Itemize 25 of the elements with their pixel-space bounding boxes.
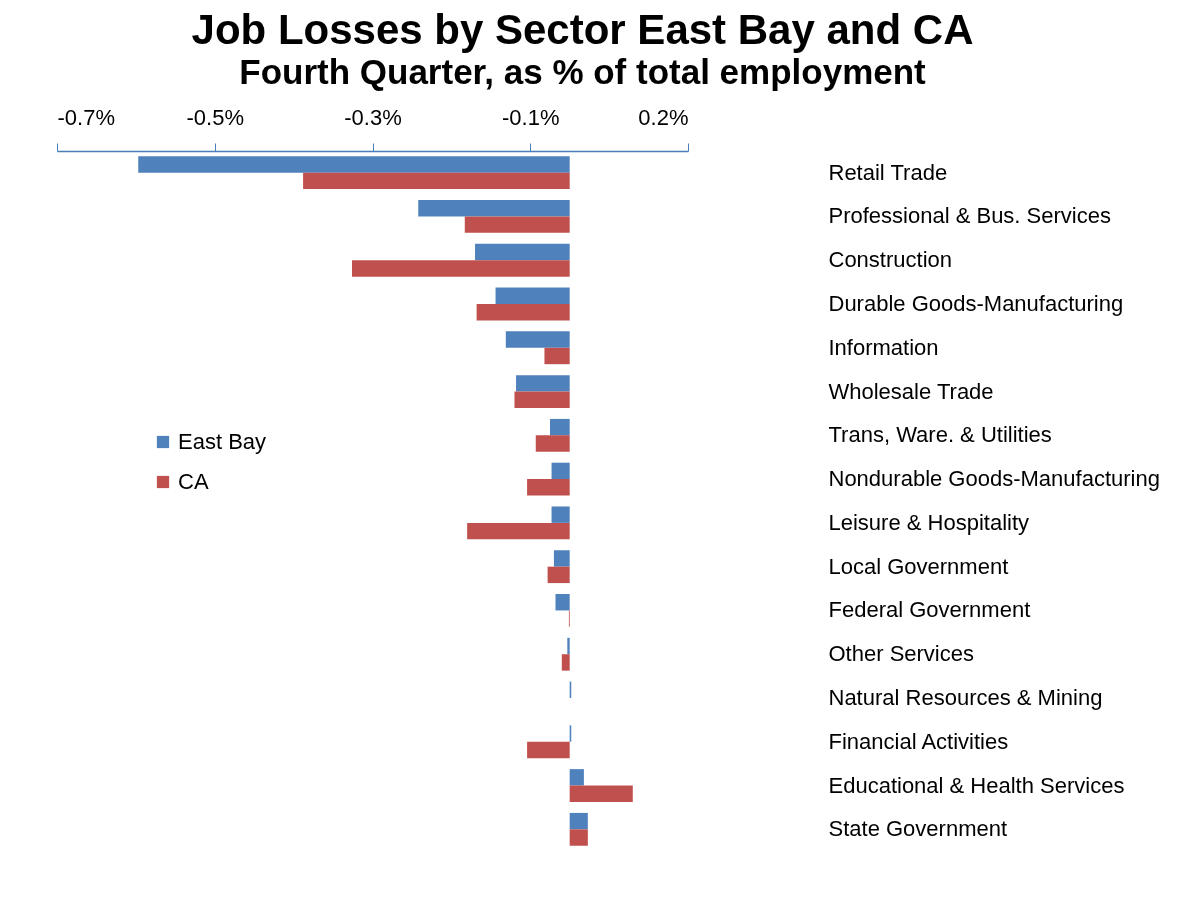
legend-label: CA bbox=[178, 469, 209, 494]
x-tick-label: -0.1% bbox=[502, 104, 560, 130]
y-tick-label: State Government bbox=[828, 816, 1008, 842]
legend-label: East Bay bbox=[178, 429, 267, 454]
chart-title: Job Losses by Sector East Bay and CA bbox=[191, 6, 974, 53]
y-tick-label: Retail Trade bbox=[828, 159, 948, 185]
x-tick-label: -0.3% bbox=[344, 104, 402, 130]
y-tick-label: Financial Activities bbox=[828, 728, 1009, 754]
y-tick-label: Information bbox=[828, 334, 939, 360]
y-tick-label: Wholesale Trade bbox=[828, 378, 994, 404]
y-tick-label: Natural Resources & Mining bbox=[828, 685, 1103, 710]
y-tick-label: Construction bbox=[828, 247, 953, 273]
x-tick-label: -0.5% bbox=[186, 104, 244, 130]
y-tick-label: Leisure & Hospitality bbox=[828, 509, 1030, 535]
y-tick-label: Professional & Bus. Services bbox=[828, 203, 1111, 229]
y-tick-label: Federal Government bbox=[828, 597, 1031, 623]
y-tick-label: Trans, Ware. & Utilities bbox=[828, 422, 1052, 448]
y-tick-label: Educational & Health Services bbox=[828, 772, 1125, 798]
y-tick-label: Durable Goods-Manufacturing bbox=[828, 291, 1124, 316]
y-tick-label: Other Services bbox=[828, 641, 974, 667]
x-tick-label: 0.2% bbox=[638, 104, 689, 130]
y-tick-label: Nondurable Goods-Manufacturing bbox=[828, 466, 1160, 492]
chart-subtitle: Fourth Quarter, as % of total employment bbox=[239, 52, 927, 91]
x-tick-label: -0.7% bbox=[57, 104, 115, 130]
y-tick-label: Local Government bbox=[828, 553, 1009, 579]
